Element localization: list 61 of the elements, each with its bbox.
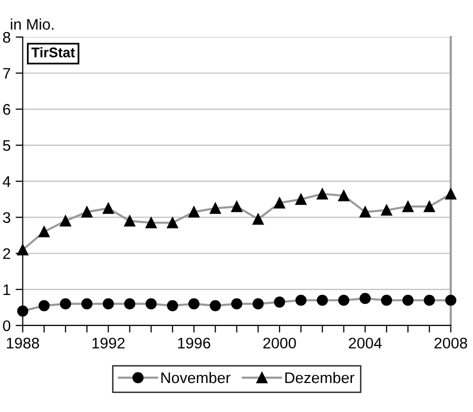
point <box>38 226 50 238</box>
x-tick-label: 2004 <box>348 338 382 349</box>
point <box>445 188 456 200</box>
x-tick-label: 2008 <box>434 338 468 349</box>
point <box>252 214 264 225</box>
point <box>381 204 392 216</box>
x-tick-label: 2000 <box>263 338 296 349</box>
y-tick-label: 5 <box>3 140 10 151</box>
point <box>210 202 221 214</box>
point <box>338 190 350 202</box>
point <box>188 206 200 218</box>
y-tick-label: 7 <box>3 68 10 79</box>
point <box>295 294 306 306</box>
y-tick-label: 6 <box>3 104 10 115</box>
y-tick-label: 4 <box>2 176 10 187</box>
y-tick-label: 2 <box>3 248 10 259</box>
point <box>231 200 242 212</box>
point <box>124 215 136 226</box>
point <box>274 296 286 308</box>
point <box>381 294 392 306</box>
y-tick-label: 0 <box>3 320 10 332</box>
y-tick-label: 3 <box>2 212 10 224</box>
point <box>445 294 456 306</box>
point <box>166 217 178 228</box>
point <box>274 197 286 208</box>
point <box>402 294 414 306</box>
point <box>210 300 221 312</box>
point <box>102 298 114 310</box>
point <box>402 200 414 212</box>
point <box>316 188 328 200</box>
point <box>146 298 157 310</box>
point <box>188 298 200 310</box>
point <box>231 298 242 310</box>
point <box>360 292 371 304</box>
point <box>38 300 50 312</box>
legend-label: Dezember <box>285 372 354 384</box>
point <box>81 206 92 218</box>
point <box>60 298 72 310</box>
point <box>338 294 350 306</box>
point <box>424 294 435 306</box>
point <box>316 294 328 306</box>
point <box>124 298 136 310</box>
x-tick-label: 1988 <box>6 338 40 349</box>
point <box>166 300 178 312</box>
point <box>17 306 28 317</box>
annotation: TirStat <box>31 47 75 58</box>
point <box>146 217 157 228</box>
y-tick-label: 1 <box>4 284 10 295</box>
point <box>424 200 435 212</box>
point <box>81 298 92 310</box>
x-tick-label: 1992 <box>92 338 125 349</box>
point <box>252 298 264 310</box>
x-tick-label: 1996 <box>178 338 210 349</box>
point <box>17 244 28 256</box>
y-axis-title: in Mio. <box>10 18 54 30</box>
point <box>360 206 371 218</box>
y-tick-label: 8 <box>3 32 10 43</box>
point <box>295 194 306 205</box>
point <box>60 215 72 226</box>
point <box>102 202 114 214</box>
legend-label: November <box>161 372 230 384</box>
